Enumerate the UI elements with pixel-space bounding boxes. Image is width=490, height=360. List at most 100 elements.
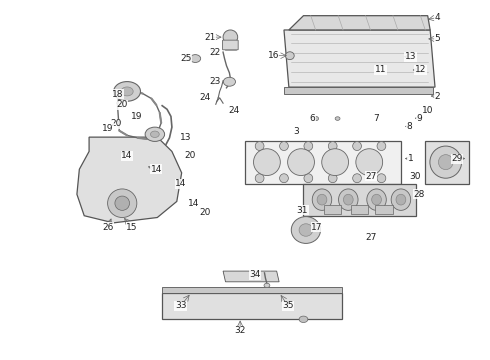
Ellipse shape	[377, 141, 386, 150]
Text: 6: 6	[309, 114, 315, 123]
Text: 14: 14	[150, 165, 162, 174]
Text: 25: 25	[180, 54, 191, 63]
Text: 1: 1	[408, 154, 414, 163]
Ellipse shape	[108, 189, 137, 217]
Ellipse shape	[317, 194, 327, 205]
Ellipse shape	[335, 117, 340, 120]
Bar	[324, 205, 342, 214]
Text: 29: 29	[451, 154, 463, 163]
Ellipse shape	[304, 141, 313, 150]
Ellipse shape	[150, 131, 159, 138]
Ellipse shape	[280, 141, 288, 150]
Ellipse shape	[255, 141, 264, 150]
Text: 28: 28	[414, 190, 425, 199]
Ellipse shape	[223, 77, 236, 86]
Text: 20: 20	[117, 100, 128, 109]
Text: 9: 9	[416, 114, 422, 123]
Ellipse shape	[396, 194, 406, 205]
Text: 19: 19	[102, 124, 113, 133]
Ellipse shape	[322, 149, 348, 176]
Text: 5: 5	[435, 35, 441, 44]
Ellipse shape	[291, 217, 320, 243]
Text: 13: 13	[180, 133, 191, 142]
Text: 14: 14	[122, 151, 133, 160]
Ellipse shape	[328, 174, 337, 183]
Polygon shape	[303, 184, 416, 216]
Ellipse shape	[286, 52, 294, 60]
Text: 23: 23	[209, 77, 220, 86]
Bar	[375, 205, 392, 214]
Ellipse shape	[367, 189, 386, 210]
Ellipse shape	[190, 55, 201, 63]
Text: 24: 24	[199, 93, 211, 102]
Polygon shape	[245, 141, 401, 184]
Bar	[351, 205, 368, 214]
Text: 31: 31	[297, 206, 308, 215]
Text: 26: 26	[102, 222, 113, 231]
Ellipse shape	[439, 155, 453, 170]
Ellipse shape	[328, 141, 337, 150]
Ellipse shape	[121, 87, 133, 96]
Ellipse shape	[343, 194, 353, 205]
Text: 20: 20	[110, 119, 122, 128]
Ellipse shape	[114, 82, 141, 101]
Text: 15: 15	[126, 222, 138, 231]
Text: 30: 30	[409, 172, 420, 181]
Text: 14: 14	[188, 199, 199, 208]
Ellipse shape	[264, 283, 270, 288]
Text: 8: 8	[407, 122, 413, 131]
Ellipse shape	[253, 149, 280, 176]
Polygon shape	[77, 137, 182, 223]
Text: 3: 3	[294, 127, 299, 136]
Text: 11: 11	[375, 66, 386, 75]
Ellipse shape	[339, 189, 358, 210]
Ellipse shape	[391, 189, 411, 210]
Text: 33: 33	[175, 301, 186, 310]
Text: 14: 14	[175, 179, 186, 188]
Ellipse shape	[353, 174, 362, 183]
Text: 35: 35	[282, 301, 294, 310]
Ellipse shape	[353, 141, 362, 150]
Ellipse shape	[280, 174, 288, 183]
Text: 10: 10	[422, 106, 434, 115]
Ellipse shape	[312, 189, 332, 210]
Text: 4: 4	[435, 13, 441, 22]
Ellipse shape	[372, 194, 381, 205]
Ellipse shape	[356, 149, 383, 176]
Text: 7: 7	[374, 114, 379, 123]
Text: 27: 27	[365, 172, 376, 181]
Polygon shape	[284, 30, 435, 87]
FancyBboxPatch shape	[222, 40, 238, 50]
Ellipse shape	[223, 30, 238, 44]
Polygon shape	[223, 271, 279, 282]
Text: 19: 19	[131, 112, 143, 121]
Ellipse shape	[299, 316, 308, 323]
Text: 18: 18	[112, 90, 123, 99]
Text: 20: 20	[185, 151, 196, 160]
Text: 34: 34	[249, 270, 260, 279]
Ellipse shape	[255, 174, 264, 183]
Ellipse shape	[430, 146, 462, 178]
Ellipse shape	[115, 196, 129, 210]
Text: 22: 22	[209, 48, 220, 57]
Text: 20: 20	[199, 208, 211, 217]
Text: 16: 16	[268, 51, 279, 60]
Text: 2: 2	[435, 91, 441, 100]
Polygon shape	[425, 141, 469, 184]
Ellipse shape	[377, 174, 386, 183]
Text: 13: 13	[405, 52, 416, 61]
Ellipse shape	[304, 174, 313, 183]
Text: 12: 12	[415, 66, 426, 75]
Polygon shape	[162, 287, 343, 293]
Polygon shape	[284, 87, 433, 94]
Ellipse shape	[313, 116, 318, 121]
Text: 27: 27	[365, 233, 376, 242]
Polygon shape	[289, 16, 430, 30]
Polygon shape	[162, 293, 343, 319]
Ellipse shape	[299, 224, 313, 236]
Text: 21: 21	[204, 33, 216, 42]
Ellipse shape	[145, 127, 165, 141]
Text: 32: 32	[234, 326, 246, 335]
Text: 24: 24	[229, 106, 240, 115]
Ellipse shape	[288, 149, 315, 176]
